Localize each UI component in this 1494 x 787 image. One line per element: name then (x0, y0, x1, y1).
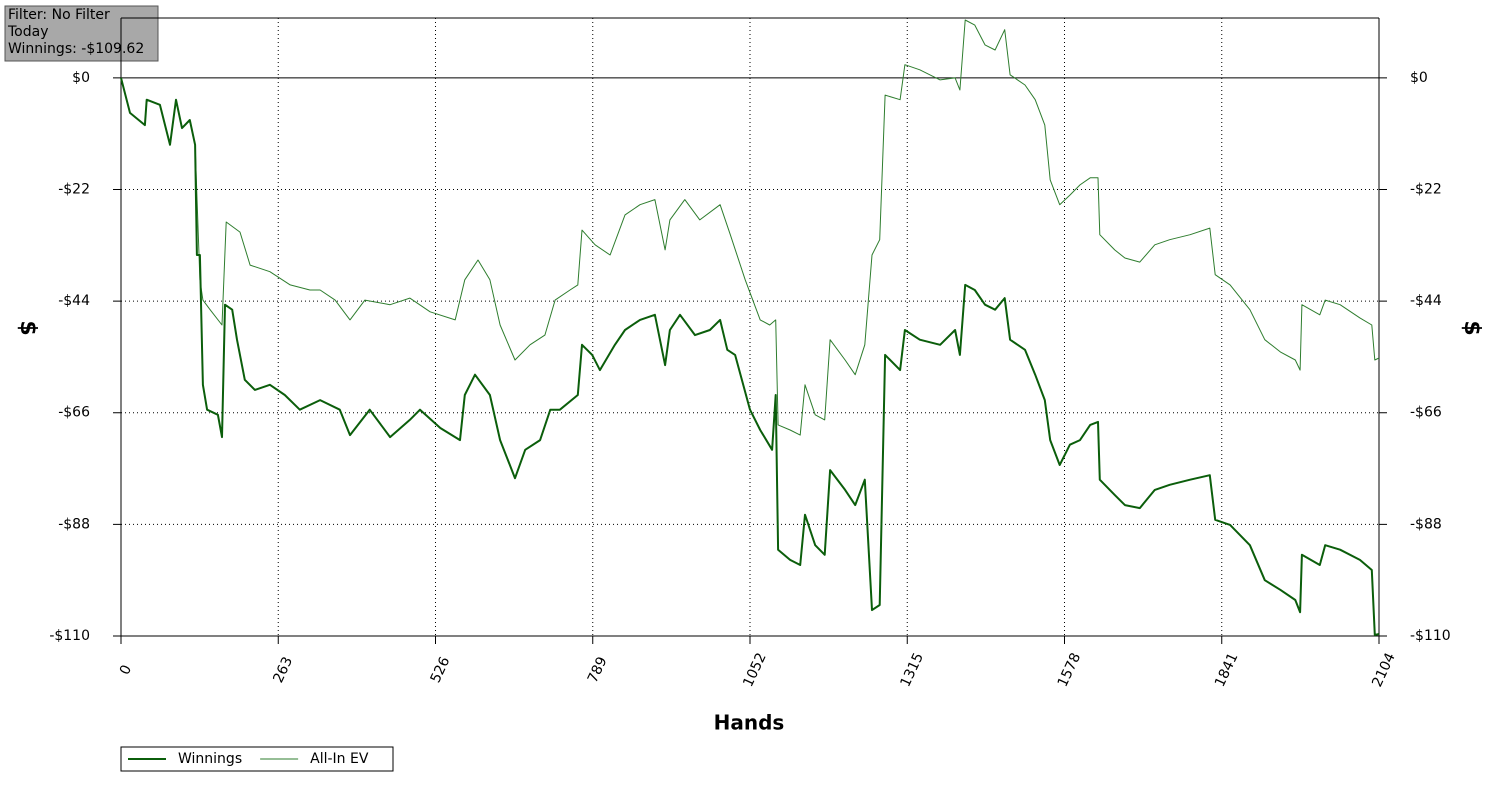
info-period: Today (7, 24, 49, 40)
legend (120, 746, 394, 772)
legend-label: Winnings (178, 751, 242, 767)
y-tick-label: $0 (72, 70, 90, 86)
y-tick-label-right: -$44 (1410, 293, 1442, 309)
y-tick-label-right: -$66 (1410, 405, 1442, 421)
info-winnings: Winnings: -$109.62 (8, 41, 144, 57)
y-axis-label-right: $ (1459, 320, 1484, 335)
y-tick-label: -$110 (49, 628, 90, 644)
series-line (120, 19, 1380, 436)
x-tick-label: 263 (270, 655, 296, 686)
info-filter: Filter: No Filter (8, 7, 110, 23)
legend-label: All-In EV (310, 751, 369, 767)
x-tick-label: 1841 (1212, 650, 1242, 689)
y-tick-label: -$66 (58, 405, 90, 421)
x-tick-label: 789 (585, 655, 611, 686)
x-tick-label: 1052 (740, 650, 770, 689)
x-tick-label: 1315 (897, 650, 927, 689)
y-tick-label: -$88 (58, 516, 90, 532)
y-tick-label: -$44 (58, 293, 90, 309)
x-tick-label: 0 (117, 663, 135, 678)
info-box (4, 5, 159, 62)
x-axis-label: Hands (714, 711, 785, 735)
x-tick-label: 526 (428, 654, 454, 685)
y-tick-label-right: -$110 (1410, 628, 1451, 644)
x-tick-label: 2104 (1369, 650, 1399, 689)
y-axis-label: $ (15, 320, 40, 335)
y-tick-label-right: -$88 (1410, 516, 1442, 532)
x-tick-label: 1578 (1055, 650, 1085, 689)
y-tick-label-right: $0 (1410, 70, 1428, 86)
series-line (120, 77, 1380, 636)
y-tick-label-right: -$22 (1410, 181, 1442, 197)
y-tick-label: -$22 (58, 181, 90, 197)
